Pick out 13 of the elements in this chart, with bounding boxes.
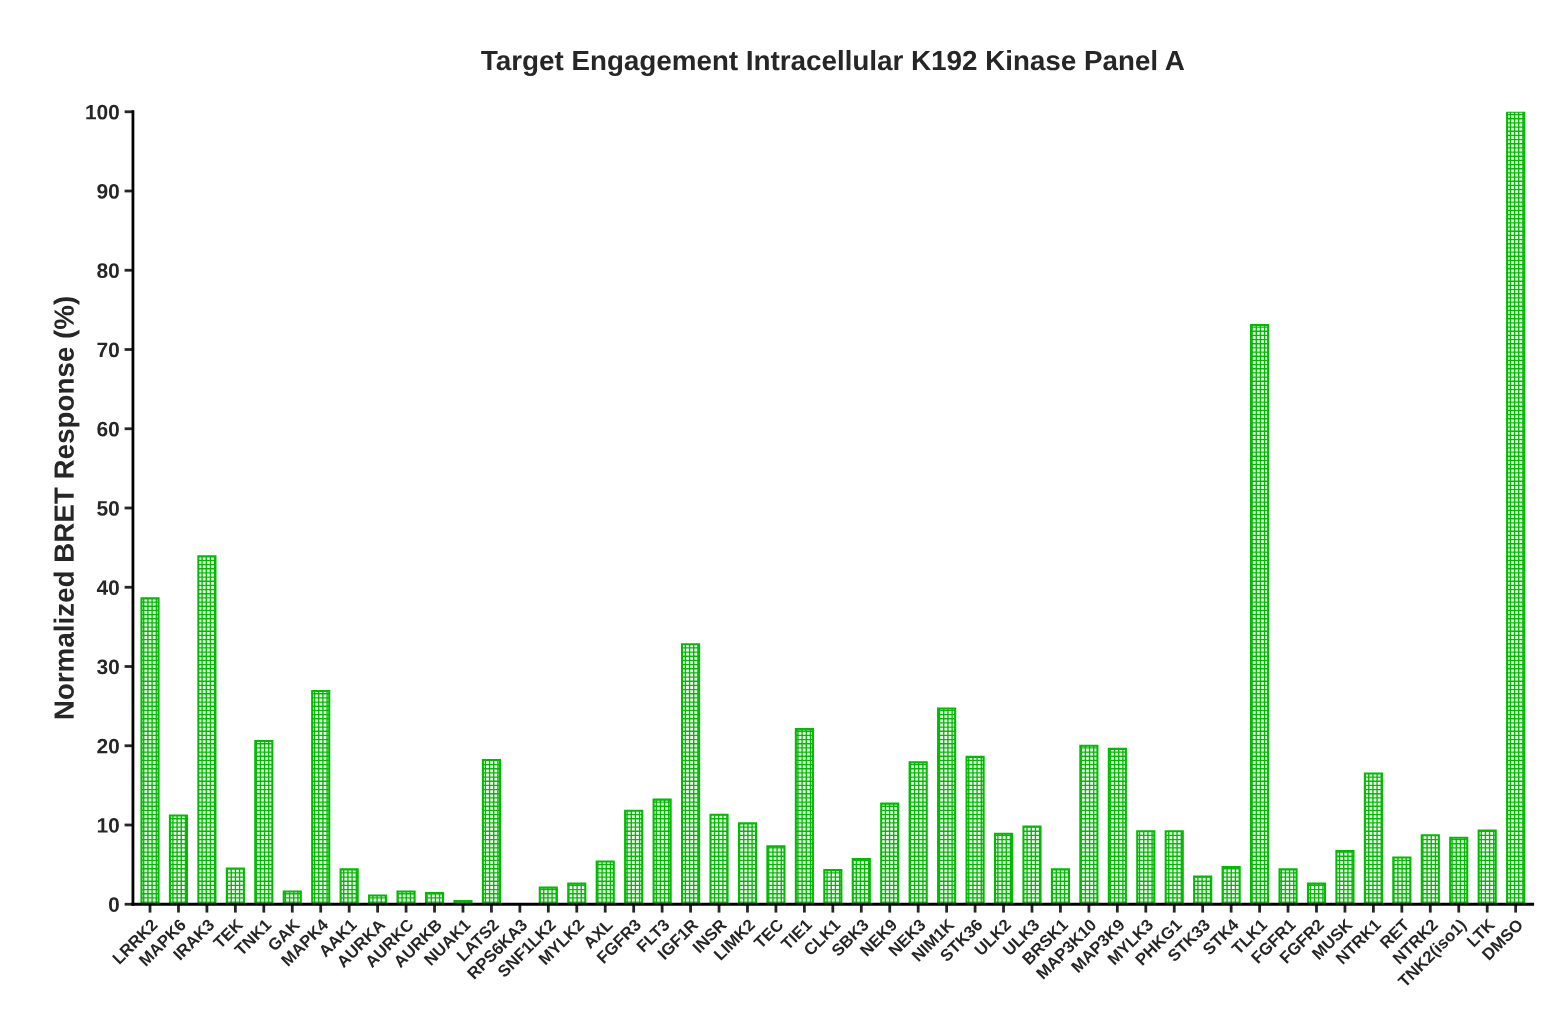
y-tick-label: 40 xyxy=(96,580,119,595)
y-tick-label: 50 xyxy=(97,501,119,516)
y-tick-label: 30 xyxy=(97,659,119,675)
y-tick-label: 100 xyxy=(86,104,119,120)
y-tick-label: 80 xyxy=(97,263,119,279)
y-tick-label: 90 xyxy=(97,184,119,199)
y-tick-label: 70 xyxy=(97,342,119,358)
y-tick-label: 20 xyxy=(97,738,119,754)
y-tick-label: 0 xyxy=(108,897,119,912)
y-tick-label: 10 xyxy=(97,817,119,833)
y-axis-title: Normalized BRET Response (%) xyxy=(53,297,80,719)
y-tick-label: 60 xyxy=(97,421,119,437)
chart-title: Target Engagement Intracellular K192 Kinase Panel A xyxy=(481,49,1185,76)
